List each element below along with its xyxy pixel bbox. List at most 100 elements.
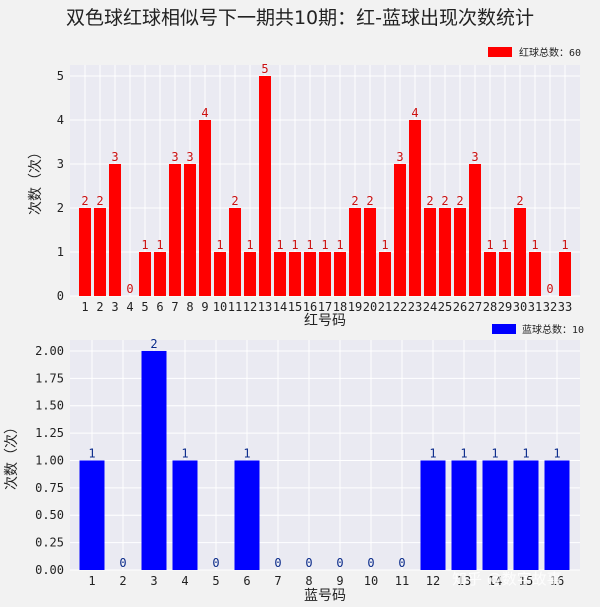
red-bar-21 [379, 252, 391, 296]
blue-data-label-11: 0 [398, 556, 405, 570]
chart-title: 双色球红球相似号下一期共10期：红-蓝球出现次数统计 [66, 7, 534, 29]
red-bar-33 [559, 252, 571, 296]
blue-data-label-10: 0 [367, 556, 374, 570]
red-bar-30 [514, 208, 526, 296]
blue-x-axis-label: 蓝号码 [304, 588, 346, 604]
blue-x-tick-label-9: 9 [336, 574, 343, 588]
red-data-label-26: 2 [456, 194, 463, 208]
red-x-tick-label-21: 21 [378, 300, 392, 314]
red-data-label-8: 3 [186, 150, 193, 164]
red-x-tick-label-19: 19 [348, 300, 362, 314]
blue-bar-4 [172, 460, 198, 570]
red-y-tick-label: 2 [57, 201, 64, 215]
red-data-label-12: 1 [246, 238, 253, 252]
blue-data-label-1: 1 [88, 446, 95, 460]
red-bar-3 [109, 164, 121, 296]
red-y-axis-label: 次数（次） [28, 145, 44, 215]
red-y-tick-label: 3 [57, 157, 64, 171]
red-x-tick-label-27: 27 [468, 300, 482, 314]
blue-x-tick-label-4: 4 [181, 574, 188, 588]
blue-data-label-2: 0 [119, 556, 126, 570]
red-y-tick-label: 4 [57, 113, 64, 127]
red-data-label-14: 1 [276, 238, 283, 252]
red-data-label-32: 0 [546, 282, 553, 296]
red-bar-11 [229, 208, 241, 296]
red-bar-15 [289, 252, 301, 296]
red-bar-17 [319, 252, 331, 296]
blue-x-tick-label-10: 10 [364, 574, 378, 588]
blue-x-tick-label-13: 13 [457, 574, 471, 588]
blue-data-label-16: 1 [553, 446, 560, 460]
red-data-label-28: 1 [486, 238, 493, 252]
red-x-tick-label-6: 6 [156, 300, 163, 314]
red-x-tick-label-25: 25 [438, 300, 452, 314]
blue-legend: 蓝球总数：10 [492, 323, 584, 336]
red-data-label-19: 2 [351, 194, 358, 208]
blue-x-tick-label-1: 1 [88, 574, 95, 588]
blue-bar-3 [141, 350, 167, 570]
red-x-tick-label-17: 17 [318, 300, 332, 314]
red-x-tick-label-13: 13 [258, 300, 272, 314]
red-data-label-18: 1 [336, 238, 343, 252]
red-bar-6 [154, 252, 166, 296]
red-x-tick-label-12: 12 [243, 300, 257, 314]
blue-y-tick-label: 0.50 [35, 508, 64, 522]
blue-data-label-12: 1 [429, 446, 436, 460]
blue-y-tick-label: 1.25 [35, 426, 64, 440]
blue-y-tick-label: 1.50 [35, 399, 64, 413]
red-bar-7 [169, 164, 181, 296]
red-data-label-10: 1 [216, 238, 223, 252]
blue-data-label-14: 1 [491, 446, 498, 460]
blue-x-tick-label-5: 5 [212, 574, 219, 588]
blue-x-tick-label-8: 8 [305, 574, 312, 588]
red-data-label-16: 1 [306, 238, 313, 252]
red-legend: 红球总数：60 [488, 46, 581, 59]
red-data-label-9: 4 [201, 106, 208, 120]
red-data-label-15: 1 [291, 238, 298, 252]
blue-x-tick-label-11: 11 [395, 574, 409, 588]
blue-y-tick-label: 1.00 [35, 453, 64, 467]
red-x-tick-label-3: 3 [111, 300, 118, 314]
red-x-tick-label-4: 4 [126, 300, 133, 314]
red-x-tick-label-32: 32 [543, 300, 557, 314]
red-x-tick-label-15: 15 [288, 300, 302, 314]
red-bar-27 [469, 164, 481, 296]
blue-data-label-8: 0 [305, 556, 312, 570]
red-x-tick-label-23: 23 [408, 300, 422, 314]
blue-x-tick-label-6: 6 [243, 574, 250, 588]
red-x-tick-label-14: 14 [273, 300, 287, 314]
blue-data-label-4: 1 [181, 446, 188, 460]
blue-data-labels: 1 0 2 1 0 1 0 0 0 0 0 1 1 1 1 1 [88, 337, 560, 570]
red-data-label-17: 1 [321, 238, 328, 252]
blue-x-tick-label-2: 2 [119, 574, 126, 588]
red-bar-2 [94, 208, 106, 296]
red-x-tick-label-5: 5 [141, 300, 148, 314]
blue-data-label-5: 0 [212, 556, 219, 570]
red-bar-1 [79, 208, 91, 296]
red-data-label-20: 2 [366, 194, 373, 208]
blue-y-tick-label: 0.75 [35, 481, 64, 495]
red-bar-22 [394, 164, 406, 296]
red-x-tick-label-20: 20 [363, 300, 377, 314]
red-data-label-27: 3 [471, 150, 478, 164]
red-bar-5 [139, 252, 151, 296]
red-x-tick-label-1: 1 [81, 300, 88, 314]
red-x-tick-label-10: 10 [213, 300, 227, 314]
red-legend-label: 红球总数：60 [519, 46, 581, 59]
red-x-tick-label-2: 2 [96, 300, 103, 314]
red-data-label-5: 1 [141, 238, 148, 252]
red-bar-31 [529, 252, 541, 296]
blue-x-ticks: 1 2 3 4 5 6 7 8 9 10 11 12 13 14 15 16 [88, 574, 564, 588]
red-data-label-33: 1 [561, 238, 568, 252]
blue-x-tick-label-16: 16 [550, 574, 564, 588]
red-bar-26 [454, 208, 466, 296]
blue-y-ticks: 0.00 0.25 0.50 0.75 1.00 1.25 1.50 1.75 2.00 [35, 344, 64, 577]
blue-x-tick-label-3: 3 [150, 574, 157, 588]
blue-y-tick-label: 2.00 [35, 344, 64, 358]
red-y-tick-label: 1 [57, 245, 64, 259]
red-bar-25 [439, 208, 451, 296]
red-data-label-24: 2 [426, 194, 433, 208]
blue-legend-label: 蓝球总数：10 [522, 323, 584, 336]
